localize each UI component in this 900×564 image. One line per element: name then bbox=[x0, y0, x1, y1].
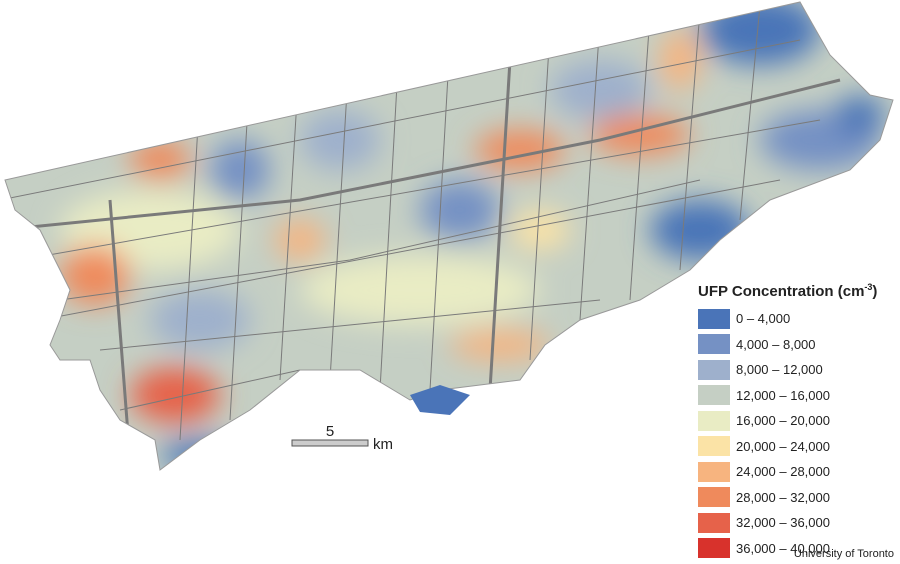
legend-item: 0 – 4,000 bbox=[698, 306, 898, 332]
legend-item: 8,000 – 12,000 bbox=[698, 357, 898, 383]
legend-label: 20,000 – 24,000 bbox=[736, 438, 830, 454]
legend-swatch bbox=[698, 359, 730, 380]
legend-title-sup: -3 bbox=[864, 282, 873, 292]
legend-label: 24,000 – 28,000 bbox=[736, 464, 830, 480]
legend-item: 12,000 – 16,000 bbox=[698, 383, 898, 409]
legend-swatch bbox=[698, 334, 730, 355]
legend-swatch bbox=[698, 410, 730, 431]
legend-item: 28,000 – 32,000 bbox=[698, 485, 898, 511]
legend: UFP Concentration (cm-3) 0 – 4,000 4,000 … bbox=[698, 282, 898, 561]
legend-swatch bbox=[698, 436, 730, 457]
roads bbox=[5, 4, 841, 461]
legend-swatch bbox=[698, 461, 730, 482]
legend-swatch bbox=[698, 385, 730, 406]
legend-label: 12,000 – 16,000 bbox=[736, 387, 830, 403]
legend-item: 24,000 – 28,000 bbox=[698, 459, 898, 485]
legend-title-text: UFP Concentration (cm bbox=[698, 283, 865, 300]
toronto-islands bbox=[410, 385, 470, 415]
legend-title-end: ) bbox=[872, 283, 878, 300]
legend-swatch bbox=[698, 308, 730, 329]
legend-swatch bbox=[698, 512, 730, 533]
legend-label: 28,000 – 32,000 bbox=[736, 489, 830, 505]
legend-item: 16,000 – 20,000 bbox=[698, 408, 898, 434]
scale-unit: km bbox=[373, 436, 393, 453]
legend-item: 32,000 – 36,000 bbox=[698, 510, 898, 536]
legend-label: 4,000 – 8,000 bbox=[736, 336, 816, 352]
legend-item: 20,000 – 24,000 bbox=[698, 434, 898, 460]
legend-label: 32,000 – 36,000 bbox=[736, 515, 830, 531]
legend-label: 0 – 4,000 bbox=[736, 311, 791, 327]
scale-bar bbox=[291, 439, 369, 447]
legend-item: 36,000 – 40,000 bbox=[698, 536, 898, 562]
legend-title: UFP Concentration (cm-3) bbox=[698, 282, 898, 300]
legend-label: 8,000 – 12,000 bbox=[736, 362, 823, 378]
legend-items: 0 – 4,000 4,000 – 8,000 8,000 – 12,000 12,0… bbox=[698, 306, 898, 561]
scale-distance: 5 bbox=[326, 423, 334, 440]
legend-swatch bbox=[698, 538, 730, 559]
legend-label: 16,000 – 20,000 bbox=[736, 413, 830, 429]
legend-swatch bbox=[698, 487, 730, 508]
credit: University of Toronto bbox=[793, 548, 894, 560]
legend-label: 36,000 – 40,000 bbox=[736, 540, 830, 556]
legend-item: 4,000 – 8,000 bbox=[698, 332, 898, 358]
